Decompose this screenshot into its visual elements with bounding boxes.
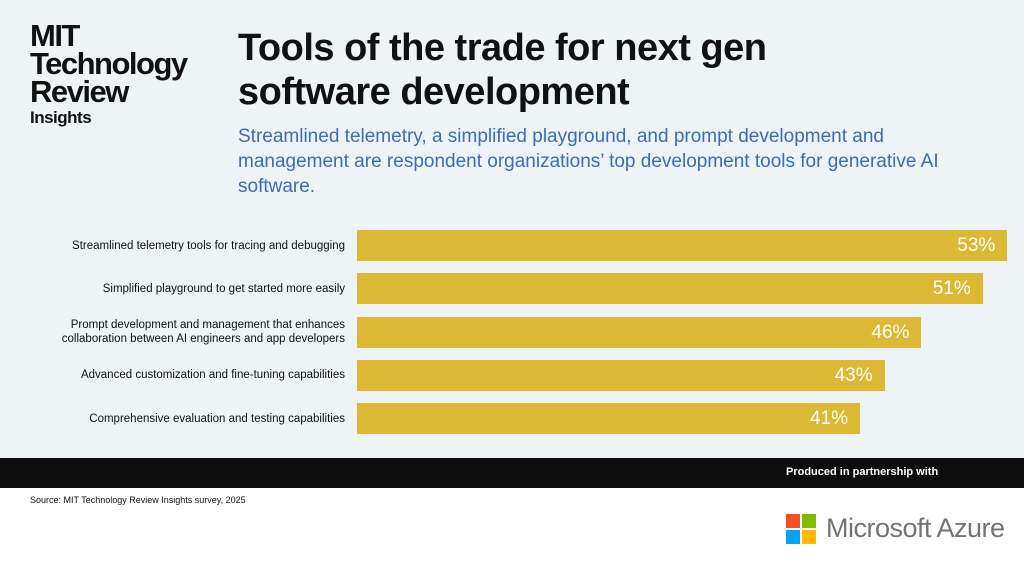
logo-square	[802, 514, 816, 528]
bar	[357, 273, 983, 305]
category-label: Simplified playground to get started mor…	[102, 282, 345, 295]
source-note: Source: MIT Technology Review Insights s…	[30, 495, 246, 505]
logo-text: Technology	[30, 46, 188, 81]
partner-name: Microsoft Azure	[826, 513, 1005, 543]
logo-text: MIT	[30, 18, 80, 53]
footer-band	[0, 458, 1024, 488]
logo-square	[786, 514, 800, 528]
bar	[357, 403, 861, 435]
logo-text: Insights	[30, 108, 92, 127]
bar	[357, 359, 885, 391]
category-label: Advanced customization and fine-tuning c…	[80, 369, 345, 382]
value-label: 51%	[932, 278, 971, 300]
value-label: 53%	[957, 235, 996, 256]
partner-text: Produced in partnership with	[786, 466, 939, 478]
chart-title: Tools of the trade for next gen software…	[238, 27, 767, 113]
logo-square	[786, 530, 800, 544]
bar	[357, 230, 1008, 261]
bar	[357, 316, 922, 348]
category-label: Streamlined telemetry tools for tracing …	[72, 239, 345, 252]
logo-square	[802, 530, 816, 544]
logo-text: Review	[30, 74, 129, 109]
category-label: Comprehensive evaluation and testing cap…	[89, 412, 345, 425]
value-label: 43%	[834, 364, 873, 386]
category-label: Prompt development and management that e…	[61, 319, 345, 346]
value-label: 46%	[871, 321, 910, 343]
chart-subtitle: Streamlined telemetry, a simplified play…	[238, 126, 939, 197]
value-label: 41%	[810, 408, 849, 430]
